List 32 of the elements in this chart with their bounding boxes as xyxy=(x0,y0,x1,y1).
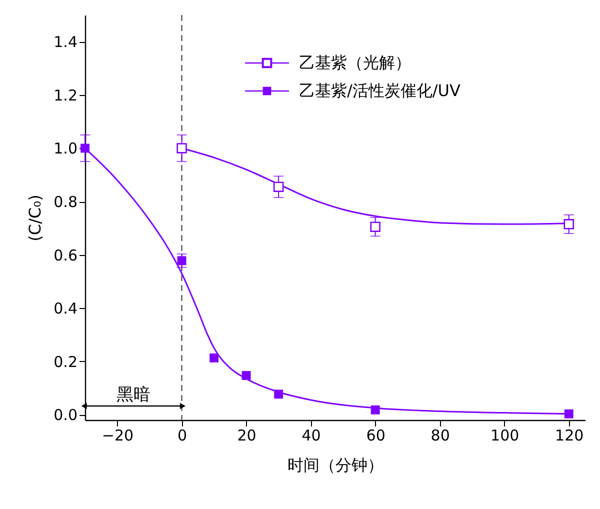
point xyxy=(564,219,574,230)
y-axis-title: (C/C₀) xyxy=(26,194,45,242)
x-tick-label: 60 xyxy=(366,426,386,444)
legend-label: 乙基紫（光解） xyxy=(299,53,411,72)
x-tick-label: 100 xyxy=(490,426,520,444)
x-tick-label: 120 xyxy=(555,426,584,444)
y-tick-label: 0.0 xyxy=(54,406,78,424)
y-tick-label: 0.8 xyxy=(54,193,78,212)
point xyxy=(274,390,284,399)
point xyxy=(210,353,219,362)
y-tick-label: 0.2 xyxy=(54,352,78,371)
x-tick-label: 0 xyxy=(178,426,188,444)
y-tick-label: 1.4 xyxy=(54,33,78,52)
x-tick-label: 20 xyxy=(237,426,256,444)
point xyxy=(177,256,186,266)
point xyxy=(242,371,251,380)
legend-label: 乙基紫/活性炭催化/UV xyxy=(299,81,460,100)
x-tick-label: 80 xyxy=(430,426,450,444)
point xyxy=(80,144,90,153)
point xyxy=(564,409,574,418)
point xyxy=(273,182,284,192)
y-tick-label: 1.0 xyxy=(54,140,78,158)
point xyxy=(370,222,380,232)
y-tick-label: 0.4 xyxy=(54,300,78,318)
annotation: 黑暗 xyxy=(116,385,150,405)
x-axis-title: 时间（分钟） xyxy=(288,456,384,474)
y-tick-label: 1.2 xyxy=(54,86,78,104)
x-tick-label: 40 xyxy=(302,426,321,444)
x-tick-label: −20 xyxy=(102,426,134,444)
point xyxy=(370,405,380,414)
point xyxy=(176,143,187,154)
y-tick-label: 0.6 xyxy=(54,246,78,264)
